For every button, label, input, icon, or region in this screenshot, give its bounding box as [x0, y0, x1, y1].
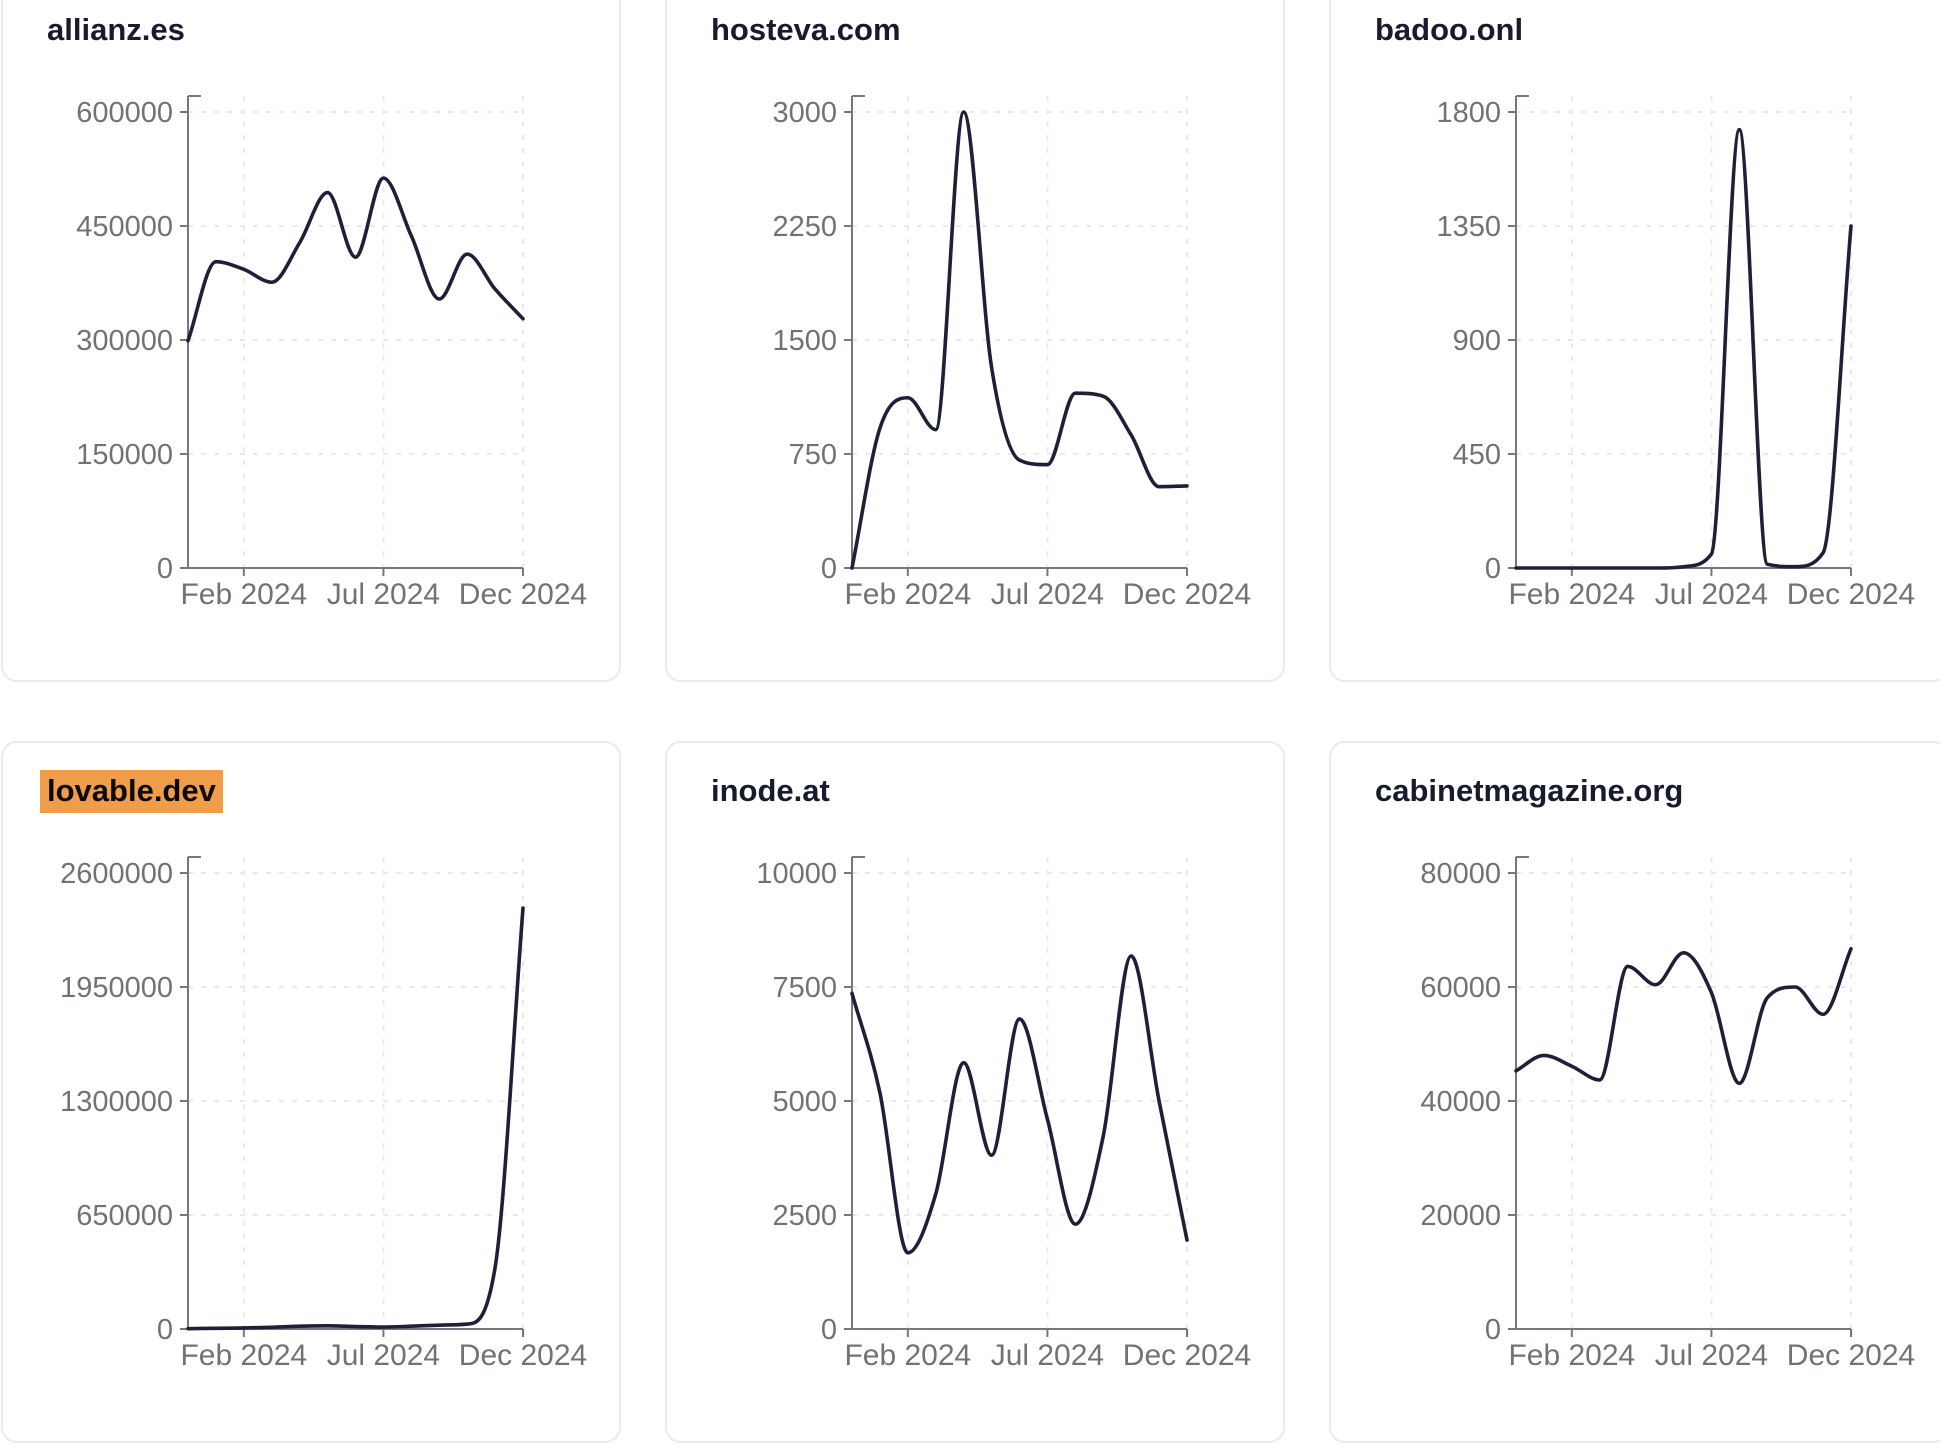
y-tick-label: 0: [821, 553, 837, 585]
domain-title: allianz.es: [47, 12, 185, 47]
traffic-chart: 0 2500 5000 7500 10000 Feb 2024 Jul 2024 Dec 20…: [756, 856, 1251, 1372]
traffic-line: [1514, 947, 1853, 1086]
traffic-line: [186, 176, 525, 343]
y-tick-label: 0: [157, 1314, 173, 1346]
y-tick-label: 1350: [1436, 211, 1501, 243]
y-tick-label: 2250: [772, 211, 837, 243]
y-tick-label: 2500: [772, 1200, 837, 1232]
y-tick-label: 1300000: [60, 1086, 173, 1118]
traffic-line: [1514, 127, 1853, 570]
domain-card[interactable]: badoo.onl 0 450 900 1350 1800 Feb 2024 Jul 202…: [1329, 0, 1940, 682]
y-tick-label: 750: [789, 439, 837, 471]
x-tick-label: Feb 2024: [180, 1339, 307, 1372]
x-tick-label: Dec 2024: [459, 1339, 587, 1372]
y-tick-label: 300000: [76, 325, 173, 357]
x-tick-label: Dec 2024: [1123, 578, 1251, 611]
y-tick-label: 650000: [76, 1200, 173, 1232]
x-tick-label: Dec 2024: [1787, 578, 1915, 611]
x-tick-label: Jul 2024: [327, 1339, 440, 1372]
x-tick-label: Jul 2024: [991, 578, 1104, 611]
y-tick-label: 40000: [1420, 1086, 1501, 1118]
y-tick-label: 3000: [772, 97, 837, 129]
x-tick-label: Jul 2024: [991, 1339, 1104, 1372]
traffic-chart: 0 450 900 1350 1800 Feb 2024 Jul 2024 Dec 2024: [1436, 95, 1915, 611]
y-tick-label: 1500: [772, 325, 837, 357]
traffic-chart: 0 20000 40000 60000 80000 Feb 2024 Jul 2024 Dec…: [1420, 856, 1915, 1372]
domain-title: badoo.onl: [1375, 12, 1524, 47]
x-tick-label: Feb 2024: [844, 1339, 971, 1372]
y-tick-label: 0: [157, 553, 173, 585]
y-tick-label: 1950000: [60, 972, 173, 1004]
domain-card[interactable]: allianz.es 0 150000 300000 450000 600000 Feb …: [1, 0, 621, 682]
y-tick-label: 450: [1453, 439, 1501, 471]
domain-title: hosteva.com: [711, 12, 901, 47]
traffic-line: [850, 110, 1189, 570]
x-tick-label: Dec 2024: [1787, 1339, 1915, 1372]
domain-title: inode.at: [711, 773, 830, 808]
y-tick-label: 450000: [76, 211, 173, 243]
x-tick-label: Feb 2024: [1508, 578, 1635, 611]
domain-card[interactable]: hosteva.com 0 750 1500 2250 3000 Feb 2024 Jul …: [665, 0, 1285, 682]
y-tick-label: 7500: [772, 972, 837, 1004]
x-tick-label: Feb 2024: [180, 578, 307, 611]
x-tick-label: Jul 2024: [1655, 578, 1768, 611]
x-tick-label: Feb 2024: [844, 578, 971, 611]
y-tick-label: 80000: [1420, 858, 1501, 890]
y-tick-label: 20000: [1420, 1200, 1501, 1232]
domain-title-highlighted: lovable.dev: [40, 770, 223, 813]
y-tick-label: 10000: [756, 858, 837, 890]
x-tick-label: Feb 2024: [1508, 1339, 1635, 1372]
traffic-chart: 0 150000 300000 450000 600000 Feb 2024 Jul 202…: [76, 95, 587, 611]
x-tick-label: Dec 2024: [459, 578, 587, 611]
domain-card[interactable]: cabinetmagazine.org 0 20000 40000 60000 8000…: [1329, 741, 1940, 1443]
y-tick-label: 1800: [1436, 97, 1501, 129]
x-tick-label: Jul 2024: [327, 578, 440, 611]
y-tick-label: 0: [1485, 1314, 1501, 1346]
y-tick-label: 0: [821, 1314, 837, 1346]
domain-title: cabinetmagazine.org: [1375, 773, 1684, 808]
traffic-chart: 0 750 1500 2250 3000 Feb 2024 Jul 2024 Dec 2024: [772, 95, 1251, 611]
y-tick-label: 150000: [76, 439, 173, 471]
y-tick-label: 5000: [772, 1086, 837, 1118]
y-tick-label: 600000: [76, 97, 173, 129]
domain-card[interactable]: lovable.dev 0 650000 1300000 1950000 2600000…: [1, 741, 621, 1443]
domain-card[interactable]: inode.at 0 2500 5000 7500 10000 Feb 2024 Jul 2…: [665, 741, 1285, 1443]
y-tick-label: 900: [1453, 325, 1501, 357]
y-tick-label: 2600000: [60, 858, 173, 890]
traffic-line: [186, 906, 525, 1331]
x-tick-label: Dec 2024: [1123, 1339, 1251, 1372]
selection-highlight: lovable.dev: [40, 770, 223, 813]
y-tick-label: 60000: [1420, 972, 1501, 1004]
traffic-line: [850, 954, 1189, 1255]
traffic-chart: 0 650000 1300000 1950000 2600000 Feb 2024 Jul …: [60, 856, 587, 1372]
x-tick-label: Jul 2024: [1655, 1339, 1768, 1372]
y-tick-label: 0: [1485, 553, 1501, 585]
